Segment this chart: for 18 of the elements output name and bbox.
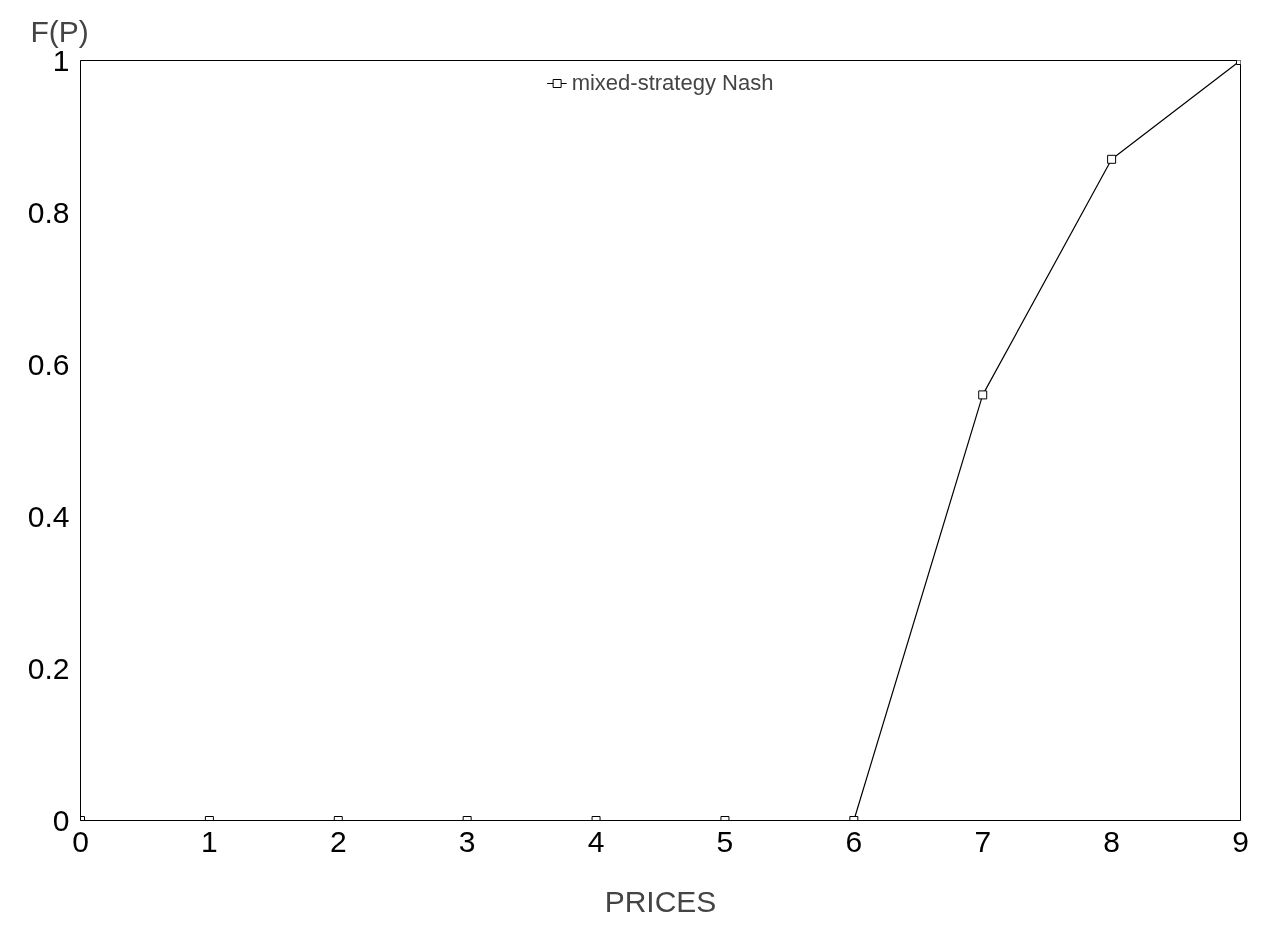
x-tick-label: 6 (845, 824, 863, 858)
y-tick-label: 0.6 (27, 347, 70, 381)
x-tick-label: 5 (716, 824, 734, 858)
x-tick-label: 8 (1103, 824, 1120, 858)
x-tick-label: 7 (974, 824, 992, 858)
point (978, 390, 988, 400)
x-axis-title: PRICES (604, 884, 717, 918)
x-tick-label: 1 (201, 824, 218, 858)
x-tick-label: 3 (458, 824, 476, 858)
legend-label: mixed-strategy Nash (571, 70, 774, 96)
y-tick-label: 0.2 (27, 651, 70, 685)
y-tick-label: 0.8 (27, 195, 70, 229)
x-tick-label: 4 (587, 824, 605, 858)
y-tick-label: 0.4 (27, 499, 70, 533)
y-tick-label: 0 (52, 803, 70, 837)
x-tick-label: 9 (1232, 824, 1249, 858)
x-tick-label: 2 (329, 824, 347, 858)
point (1107, 154, 1117, 164)
